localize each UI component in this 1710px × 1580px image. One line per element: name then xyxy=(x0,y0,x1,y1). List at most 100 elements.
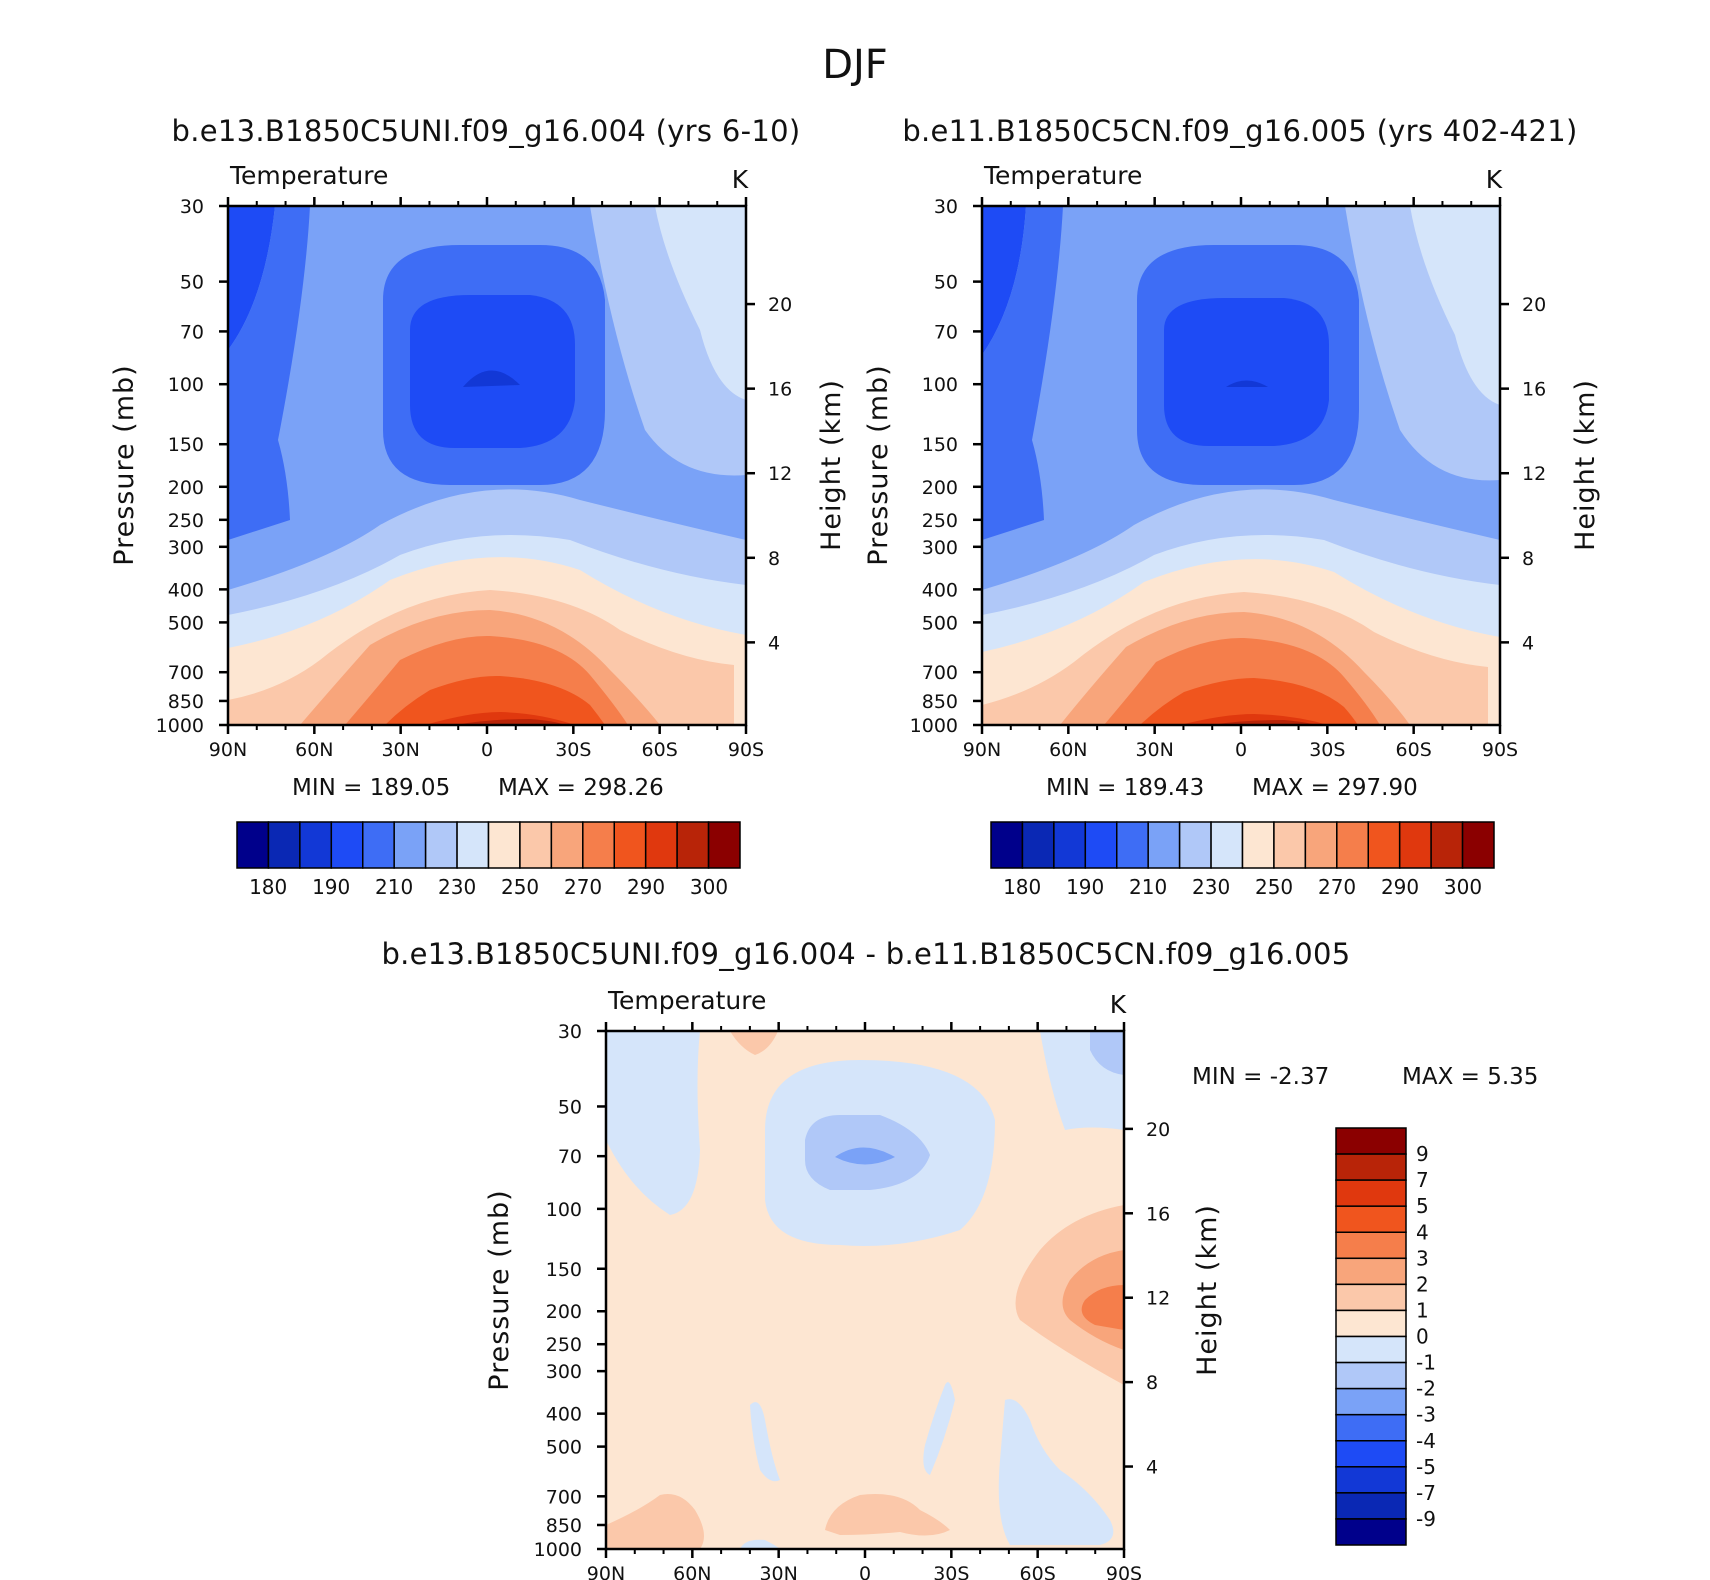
colorbar-swatch xyxy=(676,821,710,869)
panel-2-y-axis-label: Pressure (mb) xyxy=(863,364,894,565)
panel-1-variable-label: Temperature xyxy=(229,161,388,190)
colorbar-swatch xyxy=(1273,821,1307,869)
contour-band xyxy=(1164,298,1329,446)
contour-band xyxy=(606,1031,700,1215)
colorbar-swatch xyxy=(456,821,490,869)
x-tick-label: 90S xyxy=(1482,739,1518,761)
y-right-tick-label: 16 xyxy=(768,379,792,401)
colorbar-swatch xyxy=(1210,821,1244,869)
colorbar-label: -7 xyxy=(1416,1481,1436,1505)
y-tick-label: 150 xyxy=(168,434,204,456)
panel-2-subtitle: b.e11.B1850C5CN.f09_g16.005 (yrs 402-421… xyxy=(902,114,1577,148)
y-right-tick-label: 12 xyxy=(1522,463,1546,485)
colorbar-swatch xyxy=(362,821,395,869)
colorbar-label: 2 xyxy=(1416,1272,1429,1296)
panel-2-y-right-axis-label: Height (km) xyxy=(1570,379,1601,551)
x-tick-label: 60N xyxy=(295,739,333,761)
colorbar-label: 5 xyxy=(1416,1194,1429,1218)
y-right-tick-label: 20 xyxy=(768,294,792,316)
contour-band xyxy=(1226,380,1268,387)
colorbar-swatch xyxy=(1021,821,1055,869)
colorbar-swatch xyxy=(1116,821,1149,869)
colorbar-swatch xyxy=(1053,821,1087,869)
contour-band xyxy=(730,1031,778,1055)
colorbar-label: 210 xyxy=(1129,875,1167,899)
colorbar-swatch xyxy=(1241,821,1275,869)
colorbar-label: 250 xyxy=(1255,875,1293,899)
y-tick-label: 850 xyxy=(922,691,958,713)
contour-band xyxy=(750,1402,780,1482)
y-right-tick-label: 20 xyxy=(1522,294,1546,316)
contour-band xyxy=(835,1147,895,1165)
colorbar-swatch xyxy=(1335,1153,1407,1181)
colorbar-swatch xyxy=(424,821,458,869)
y-tick-label: 1000 xyxy=(910,715,958,737)
panel-3-contours xyxy=(606,1031,1124,1549)
y-tick-label: 30 xyxy=(180,196,204,218)
panel-1-max-label: MAX = 298.26 xyxy=(498,775,664,801)
panel-2-units-label: K xyxy=(1486,165,1503,194)
colorbar-swatch xyxy=(1335,1257,1407,1286)
colorbar-swatch xyxy=(1461,821,1495,869)
y-tick-label: 70 xyxy=(558,1146,582,1168)
x-tick-label: 0 xyxy=(1235,739,1247,761)
y-tick-label: 200 xyxy=(546,1301,582,1323)
colorbar-swatch xyxy=(1398,821,1432,869)
panel-3-y-axis-label: Pressure (mb) xyxy=(484,1189,515,1390)
y-tick-label: 70 xyxy=(934,321,958,343)
y-tick-label: 700 xyxy=(922,662,958,684)
y-tick-label: 850 xyxy=(546,1515,582,1537)
panel-1-contour-plot: 90N 60N 30N 0 30S 60S 90S 30 50 70 100 150 200 250 300… xyxy=(109,161,847,899)
colorbar-swatch xyxy=(393,821,427,869)
y-tick-label: 150 xyxy=(546,1259,582,1281)
colorbar-label: 270 xyxy=(564,875,602,899)
x-tick-label: 30S xyxy=(555,739,591,761)
panel-2-max-label: MAX = 297.90 xyxy=(1252,775,1418,801)
panel-1-contours xyxy=(228,206,746,725)
y-tick-label: 400 xyxy=(168,579,204,601)
contour-band xyxy=(1090,1031,1124,1075)
x-tick-label: 30N xyxy=(759,1563,797,1580)
contour-band xyxy=(1140,678,1358,725)
y-tick-label: 300 xyxy=(922,537,958,559)
colorbar-label: 180 xyxy=(1003,875,1041,899)
colorbar-swatch xyxy=(644,821,678,869)
x-tick-label: 90S xyxy=(728,739,764,761)
y-tick-label: 50 xyxy=(558,1096,582,1118)
colorbar-label: -5 xyxy=(1416,1455,1436,1479)
contour-band xyxy=(740,1539,780,1549)
y-right-tick-label: 4 xyxy=(1522,632,1534,654)
colorbar-swatch xyxy=(1335,1413,1407,1442)
colorbar-label: 4 xyxy=(1416,1220,1429,1244)
colorbar-swatch xyxy=(1335,1127,1407,1155)
panel-2-colorbar: 180 190 210 230 250 270 290 300 xyxy=(990,821,1495,899)
panel-1-min-label: MIN = 189.05 xyxy=(292,775,450,801)
y-tick-label: 300 xyxy=(546,1361,582,1383)
y-tick-label: 500 xyxy=(922,612,958,634)
y-tick-label: 700 xyxy=(546,1486,582,1508)
x-tick-label: 0 xyxy=(859,1563,871,1580)
y-right-tick-label: 8 xyxy=(768,548,780,570)
colorbar-swatch xyxy=(330,821,364,869)
x-tick-label: 60S xyxy=(1020,1563,1056,1580)
y-tick-label: 250 xyxy=(922,510,958,532)
colorbar-swatch xyxy=(1367,821,1401,869)
contour-band xyxy=(463,370,520,387)
y-tick-label: 500 xyxy=(546,1437,582,1459)
y-tick-label: 150 xyxy=(922,434,958,456)
colorbar-swatch xyxy=(1430,821,1464,869)
colorbar-label: 1 xyxy=(1416,1298,1429,1322)
colorbar-label: -1 xyxy=(1416,1351,1436,1375)
contour-band xyxy=(606,1494,704,1549)
colorbar-swatch xyxy=(1335,1283,1407,1312)
colorbar-label: 9 xyxy=(1416,1142,1429,1166)
panel-3-contour-plot: 90N 60N 30N 0 30S 60S 90S305070100150200250300… xyxy=(484,986,1538,1580)
colorbar-swatch xyxy=(1335,1492,1407,1520)
y-tick-label: 100 xyxy=(922,374,958,396)
x-tick-label: 90N xyxy=(587,1563,625,1580)
y-tick-label: 400 xyxy=(546,1404,582,1426)
x-tick-label: 60N xyxy=(673,1563,711,1580)
panel-2-contour-plot: 90N 60N 30N 0 30S 60S 90S 30 50 70 100 150 200 250 300… xyxy=(863,161,1601,899)
colorbar-label: 230 xyxy=(1192,875,1230,899)
